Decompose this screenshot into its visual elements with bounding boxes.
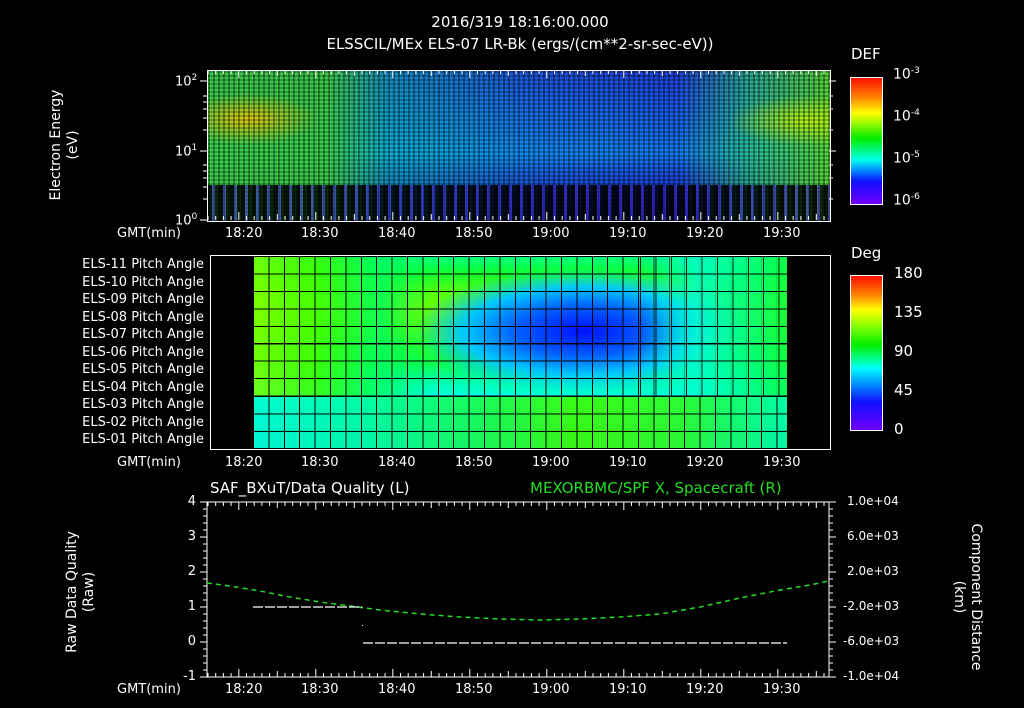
deg-colorbar-title: Deg [851,244,882,262]
component-distance-axis-label: Component Distance (km) [951,523,984,671]
pitch-angle-overlay-right [640,256,787,396]
def-colorbar [850,77,883,205]
spacecraft-x-series [206,580,830,621]
row-label-els-11: ELS-11 Pitch Angle [82,257,204,272]
def-tick-1e-4: 10-4 [893,108,920,125]
row-label-els-10: ELS-10 Pitch Angle [82,274,204,290]
data-quality-axis-label: Raw Data Quality (Raw) [64,531,97,653]
plot-timestamp: 2016/319 18:16:00.000 [431,13,609,31]
x-axis-label-p2: GMT(min) [117,455,181,470]
row-label-els-05: ELS-05 Pitch Angle [82,362,204,377]
row-label-els-08: ELS-08 Pitch Angle [82,309,204,325]
energy-tick-10: 101 [175,143,198,160]
def-colorbar-title: DEF [851,45,881,63]
energy-tick-1: 100 [175,212,198,229]
plot-title: ELSSCIL/MEx ELS-07 LR-Bk (ergs/(cm**2-sr… [326,35,714,53]
def-tick-1e-3: 10-3 [893,66,920,83]
energy-tick-100: 102 [175,73,198,90]
spectrogram-low-energy-dark [208,185,830,221]
energy-axis-label: Electron Energy (eV) [48,89,81,201]
pitch-angle-overlay-bottom [253,396,787,448]
row-label-els-04: ELS-04 Pitch Angle [82,379,204,395]
energy-spectrogram [207,70,831,222]
x-axis-label-p1: GMT(min) [117,226,181,241]
def-tick-1e-6: 10-6 [893,192,920,209]
row-label-els-01: ELS-01 Pitch Angle [82,432,204,447]
row-label-els-02: ELS-02 Pitch Angle [82,414,204,430]
x-axis-label-p3: GMT(min) [117,682,181,697]
row-label-els-07: ELS-07 Pitch Angle [82,327,204,342]
row-label-els-06: ELS-06 Pitch Angle [82,344,204,360]
def-tick-1e-5: 10-5 [893,150,920,167]
deg-colorbar [850,275,883,431]
row-label-els-03: ELS-03 Pitch Angle [82,397,204,412]
panel3-title-right: MEXORBMC/SPF X, Spacecraft (R) [530,479,782,497]
panel3-title-left: SAF_BXuT/Data Quality (L) [210,479,410,497]
row-label-els-09: ELS-09 Pitch Angle [82,292,204,307]
pitch-angle-overlay-left [253,256,433,396]
